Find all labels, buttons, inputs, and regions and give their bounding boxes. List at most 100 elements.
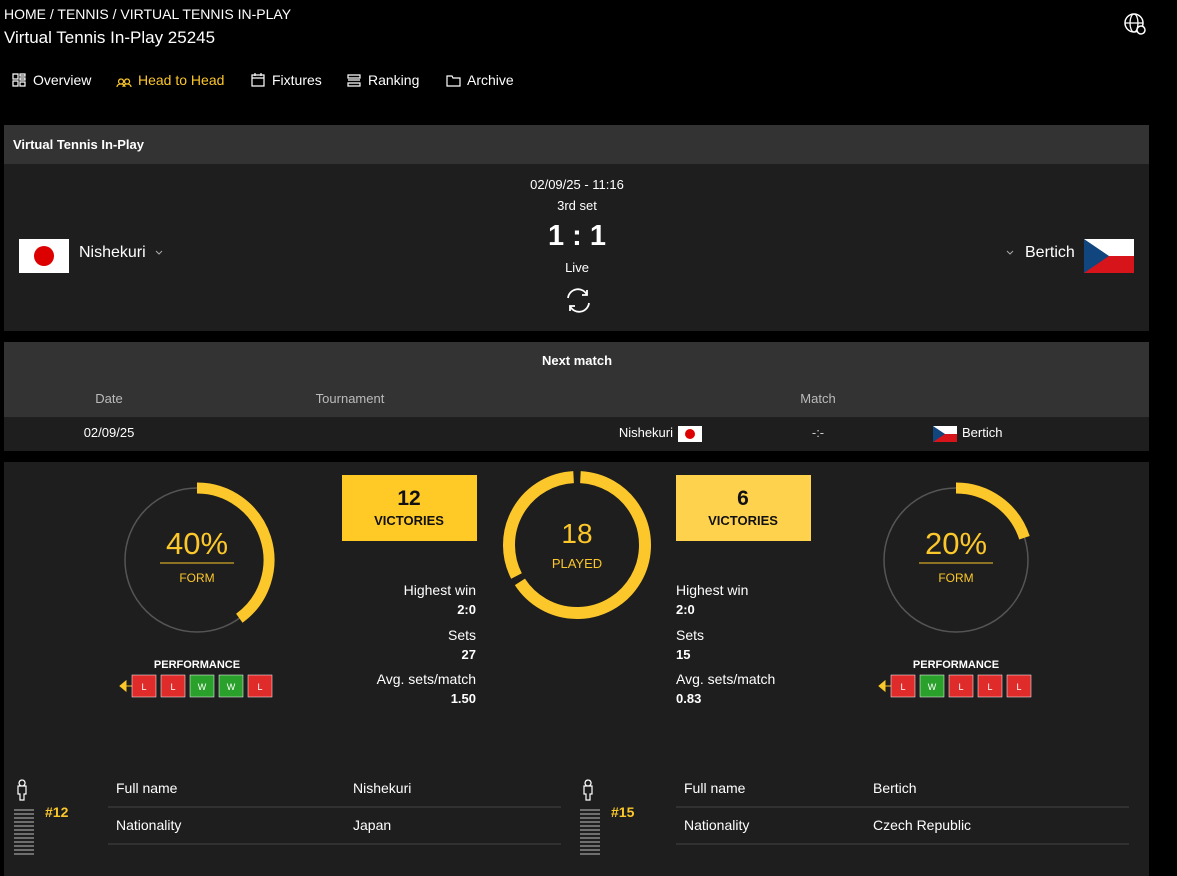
next-match-title: Next match — [541, 353, 613, 368]
away-team[interactable]: Bertich — [1025, 244, 1075, 261]
stat-value: 1.50 — [451, 691, 476, 706]
match-date: 02/09/25 - 11:16 — [530, 177, 624, 192]
result: L — [141, 682, 146, 692]
info-value: Czech Republic — [873, 817, 971, 833]
language-icon[interactable] — [1123, 12, 1149, 38]
result: L — [958, 682, 963, 692]
form-value: 20% — [925, 526, 987, 561]
player-icon — [17, 779, 27, 801]
next-home[interactable]: Nishekuri — [618, 425, 673, 440]
icon-shape — [446, 75, 461, 87]
result-box — [977, 674, 1003, 698]
victories-count: 12 — [397, 487, 420, 510]
chevron[interactable] — [154, 248, 164, 258]
info-label: Full name — [684, 780, 746, 796]
czech-flag — [1084, 239, 1134, 273]
info-label: Nationality — [684, 817, 749, 833]
match-score: 1 : 1 — [547, 220, 607, 252]
result: W — [227, 682, 236, 692]
nav-item[interactable]: Head to Head — [138, 72, 225, 88]
player-icon — [583, 779, 593, 801]
info-value: Japan — [353, 817, 391, 833]
stat-value: 27 — [462, 647, 476, 662]
result: W — [198, 682, 207, 692]
japan-flag — [678, 426, 702, 442]
result: W — [928, 682, 937, 692]
stat-label: Highest win — [676, 582, 748, 598]
nav-item[interactable]: Fixtures — [272, 72, 322, 88]
form-label: FORM — [179, 571, 214, 585]
next-away[interactable]: Bertich — [962, 425, 1003, 440]
nav-item[interactable]: Overview — [33, 72, 92, 88]
column-header: Tournament — [315, 391, 385, 406]
victories-label: VICTORIES — [374, 513, 444, 528]
icon-shape — [347, 74, 361, 87]
info-value: Bertich — [873, 780, 917, 796]
arrow — [119, 679, 132, 693]
next-score: -:- — [811, 425, 825, 440]
victories-box — [342, 475, 477, 541]
match-panel — [4, 125, 1149, 331]
column-header: Match — [800, 391, 836, 406]
next-date: 02/09/25 — [83, 425, 135, 440]
stat-label: Avg. sets/match — [377, 671, 476, 687]
form-label: FORM — [938, 571, 973, 585]
breadcrumb[interactable]: HOME / TENNIS / VIRTUAL TENNIS IN-PLAY — [4, 6, 292, 22]
nav-item[interactable]: Archive — [467, 72, 514, 88]
result: L — [900, 682, 905, 692]
japan-flag — [19, 239, 69, 273]
victories-box — [676, 475, 811, 541]
victories-label: VICTORIES — [708, 513, 778, 528]
result: L — [1016, 682, 1021, 692]
performance-label: PERFORMANCE — [913, 659, 999, 671]
nav-icon[interactable] — [251, 73, 266, 88]
result-box — [189, 674, 215, 698]
nav-icon[interactable] — [116, 73, 132, 88]
nav-icon[interactable] — [347, 73, 362, 88]
arrow — [878, 679, 891, 693]
result-box — [919, 674, 945, 698]
refresh-icon[interactable] — [564, 286, 594, 316]
result-box — [160, 674, 186, 698]
form-arc — [955, 482, 1030, 540]
nav-icon[interactable] — [446, 73, 461, 88]
info-value: Nishekuri — [353, 780, 411, 796]
stat-label: Avg. sets/match — [676, 671, 775, 687]
page-title: Virtual Tennis In-Play 25245 — [4, 28, 216, 47]
played-home — [514, 471, 651, 619]
match-status: Live — [565, 260, 589, 275]
match-period: 3rd set — [557, 198, 597, 213]
result-box — [890, 674, 916, 698]
next-match-panel — [4, 342, 1149, 451]
result-box — [1006, 674, 1032, 698]
result-box — [218, 674, 244, 698]
result-box — [948, 674, 974, 698]
competition: Virtual Tennis In-Play — [13, 137, 144, 152]
stat-value: 2:0 — [676, 602, 695, 617]
stat-label: Sets — [448, 627, 476, 643]
result-box — [247, 674, 273, 698]
nav-item[interactable]: Ranking — [368, 72, 420, 88]
icon-shape — [12, 73, 26, 87]
player-rank: #12 — [45, 804, 69, 820]
result-box — [131, 674, 157, 698]
played-label: PLAYED — [552, 556, 602, 571]
chevron[interactable] — [1005, 248, 1015, 258]
column-header: Date — [95, 391, 123, 406]
icon-shape — [251, 73, 265, 87]
form-value: 40% — [166, 526, 228, 561]
info-label: Full name — [116, 780, 178, 796]
icon-shape — [116, 78, 132, 88]
stat-value: 2:0 — [457, 602, 476, 617]
home-team[interactable]: Nishekuri — [79, 244, 146, 261]
form-arc — [196, 482, 275, 623]
played-away — [503, 471, 575, 579]
performance-label: PERFORMANCE — [154, 659, 240, 671]
stat-label: Sets — [676, 627, 704, 643]
nav-icon[interactable] — [12, 73, 27, 88]
czech-flag — [933, 426, 957, 442]
player-rank: #15 — [611, 804, 635, 820]
result: L — [257, 682, 262, 692]
